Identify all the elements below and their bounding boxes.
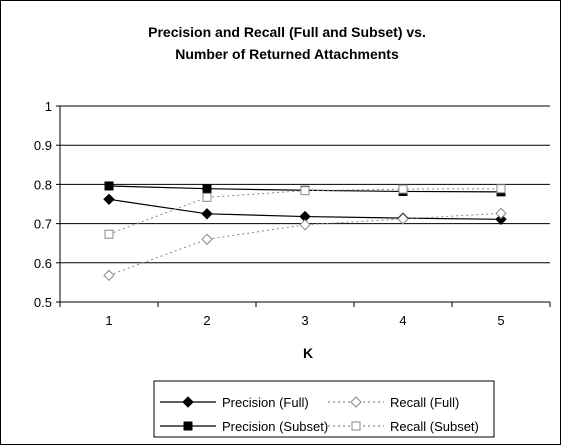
x-axis-label: K	[303, 345, 313, 361]
series-2-point	[103, 269, 115, 282]
series-2-point	[495, 207, 507, 220]
legend-label: Precision (Subset)	[222, 419, 328, 434]
series-1-point	[103, 193, 115, 206]
y-tick-label: 0.9	[34, 138, 52, 153]
series-2-point	[299, 219, 311, 231]
legend-box	[153, 380, 495, 438]
legend-marker	[350, 396, 362, 408]
series-2-point	[397, 213, 409, 225]
y-tick-label: 0.5	[34, 295, 52, 310]
series-4-point	[104, 229, 114, 239]
legend-label: Precision (Full)	[222, 395, 309, 410]
x-tick-label: 1	[105, 313, 112, 328]
x-tick-label: 4	[399, 313, 406, 328]
series-3-point	[202, 184, 212, 194]
series-4-point	[202, 192, 212, 202]
series-3-point	[104, 181, 114, 191]
series-group	[103, 181, 507, 282]
series-1-point	[201, 208, 213, 220]
series-2-point	[201, 233, 213, 245]
series-4-point	[496, 184, 506, 194]
y-tick-label: 1	[45, 99, 52, 114]
x-tick-label: 2	[203, 313, 210, 328]
y-tick-label: 0.8	[34, 177, 52, 192]
grid-lines	[60, 105, 550, 264]
chart-subtitle: Number of Returned Attachments	[175, 46, 399, 62]
legend-marker	[182, 396, 194, 408]
chart-title: Precision and Recall (Full and Subset) v…	[148, 24, 426, 40]
series-4-point	[300, 186, 310, 196]
series-4-point	[398, 184, 408, 194]
axes: 0.5 0.6 0.7 0.8 0.9 1 1 2 3 4 5	[34, 99, 551, 328]
x-tick-label: 5	[497, 313, 504, 328]
legend-marker	[351, 421, 361, 431]
y-tick-label: 0.6	[34, 256, 52, 271]
legend-marker	[183, 421, 193, 431]
legend-label: Recall (Subset)	[390, 419, 479, 434]
y-tick-label: 0.7	[34, 217, 52, 232]
legend-label: Recall (Full)	[390, 395, 459, 410]
series-1-point	[495, 213, 507, 225]
x-tick-label: 3	[301, 313, 308, 328]
legend: Precision (Full) Recall (Full) Precision (…	[160, 395, 479, 434]
